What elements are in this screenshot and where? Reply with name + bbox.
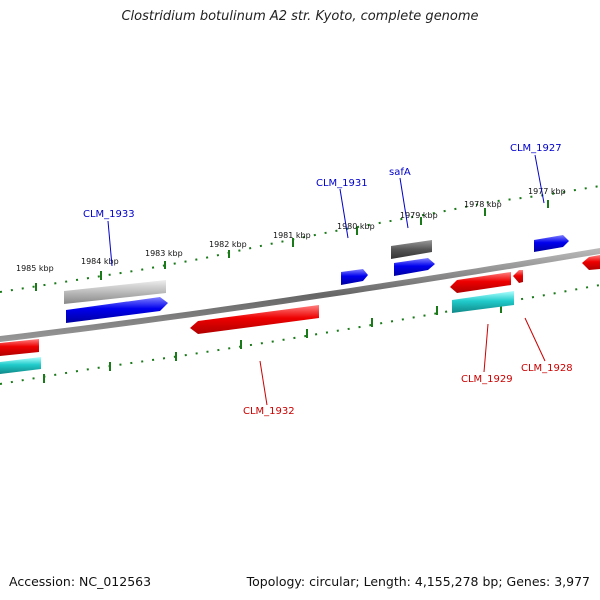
- label-clm1932: CLM_1932: [243, 406, 295, 417]
- genome-summary-text: Topology: circular; Length: 4,155,278 bp…: [246, 574, 590, 589]
- gene-clm1933-pseudo[interactable]: [64, 280, 166, 304]
- scale-label-1984: 1984 kbp: [81, 257, 119, 266]
- gene-labels-top: CLM_1933 CLM_1931 safA CLM_1927: [83, 143, 562, 220]
- gene-safA-dark[interactable]: [391, 240, 432, 259]
- scale-label-1983: 1983 kbp: [145, 249, 183, 258]
- gene-clm1928[interactable]: [513, 270, 523, 283]
- scale-label-1980: 1980 kbp: [337, 222, 375, 231]
- scale-labels: 1985 kbp 1984 kbp 1983 kbp 1982 kbp 1981…: [16, 187, 566, 273]
- gene-left-edge-cyan[interactable]: [0, 357, 41, 374]
- label-clm1931: CLM_1931: [316, 178, 368, 189]
- gene-safA[interactable]: [394, 258, 435, 276]
- label-clm1929: CLM_1929: [461, 374, 513, 385]
- forward-features: [64, 235, 569, 323]
- scale-label-1982: 1982 kbp: [209, 240, 247, 249]
- label-leaders-top: [107, 154, 545, 267]
- genome-backbone: [0, 248, 600, 342]
- gene-labels-bottom: CLM_1932 CLM_1929 CLM_1928: [243, 363, 573, 417]
- gene-clm1927[interactable]: [534, 235, 569, 252]
- label-safA: safA: [389, 167, 411, 178]
- scale-label-1979: 1979 kbp: [400, 211, 438, 220]
- scale-label-1981: 1981 kbp: [273, 231, 311, 240]
- reverse-features: [0, 255, 600, 374]
- gene-clm1933[interactable]: [66, 297, 168, 323]
- scale-major-ticks: [35, 200, 549, 291]
- label-clm1928: CLM_1928: [521, 363, 573, 374]
- label-leaders-bottom: [259, 317, 546, 406]
- gene-clm1931[interactable]: [341, 269, 368, 285]
- gene-right-edge[interactable]: [582, 255, 600, 270]
- gene-clm1929-cyan[interactable]: [452, 291, 514, 313]
- gene-left-edge-red[interactable]: [0, 339, 39, 356]
- map-title: Clostridium botulinum A2 str. Kyoto, com…: [121, 9, 479, 24]
- scale-label-1977: 1977 kbp: [528, 187, 566, 196]
- label-clm1933: CLM_1933: [83, 209, 135, 220]
- gene-clm1932[interactable]: [190, 305, 319, 334]
- gene-clm1929-red[interactable]: [450, 272, 511, 293]
- scale-label-1978: 1978 kbp: [464, 200, 502, 209]
- scale-label-1985: 1985 kbp: [16, 264, 54, 273]
- accession-text: Accession: NC_012563: [9, 574, 152, 589]
- label-clm1927: CLM_1927: [510, 143, 562, 154]
